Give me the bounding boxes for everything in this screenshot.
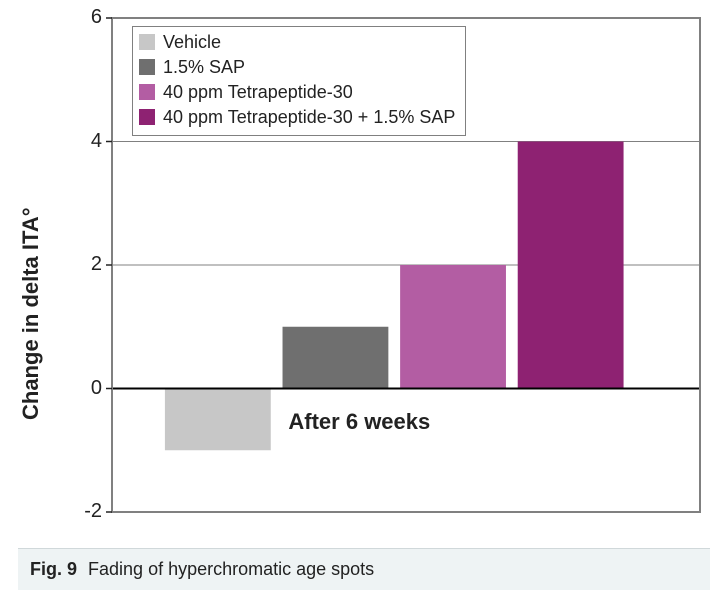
legend-swatch — [139, 59, 155, 75]
legend-label: 1.5% SAP — [163, 56, 245, 78]
legend-label: 40 ppm Tetrapeptide-30 — [163, 81, 353, 103]
legend-item: 40 ppm Tetrapeptide-30 — [139, 81, 455, 103]
y-axis-label: Change in delta ITA° — [18, 207, 44, 420]
y-tick-label: 6 — [62, 6, 102, 29]
y-tick-label: 2 — [62, 253, 102, 276]
figure-container: Change in delta ITA° -2 0 2 4 6 Vehicle 1.5% … — [0, 0, 728, 608]
y-tick-label: 4 — [62, 130, 102, 153]
y-tick-label: 0 — [62, 377, 102, 400]
legend-swatch — [139, 84, 155, 100]
legend-label: Vehicle — [163, 31, 221, 53]
legend-item: 40 ppm Tetrapeptide-30 + 1.5% SAP — [139, 106, 455, 128]
y-tick-label: -2 — [62, 500, 102, 523]
legend-label: 40 ppm Tetrapeptide-30 + 1.5% SAP — [163, 106, 455, 128]
chart-legend: Vehicle 1.5% SAP 40 ppm Tetrapeptide-30 40 … — [132, 26, 466, 136]
figure-caption: Fig. 9 Fading of hyperchromatic age spot… — [18, 548, 710, 590]
legend-item: Vehicle — [139, 31, 455, 53]
legend-swatch — [139, 109, 155, 125]
caption-text: Fading of hyperchromatic age spots — [88, 559, 374, 579]
x-axis-annotation: After 6 weeks — [288, 409, 430, 435]
caption-prefix: Fig. 9 — [30, 559, 77, 579]
legend-item: 1.5% SAP — [139, 56, 455, 78]
legend-swatch — [139, 34, 155, 50]
